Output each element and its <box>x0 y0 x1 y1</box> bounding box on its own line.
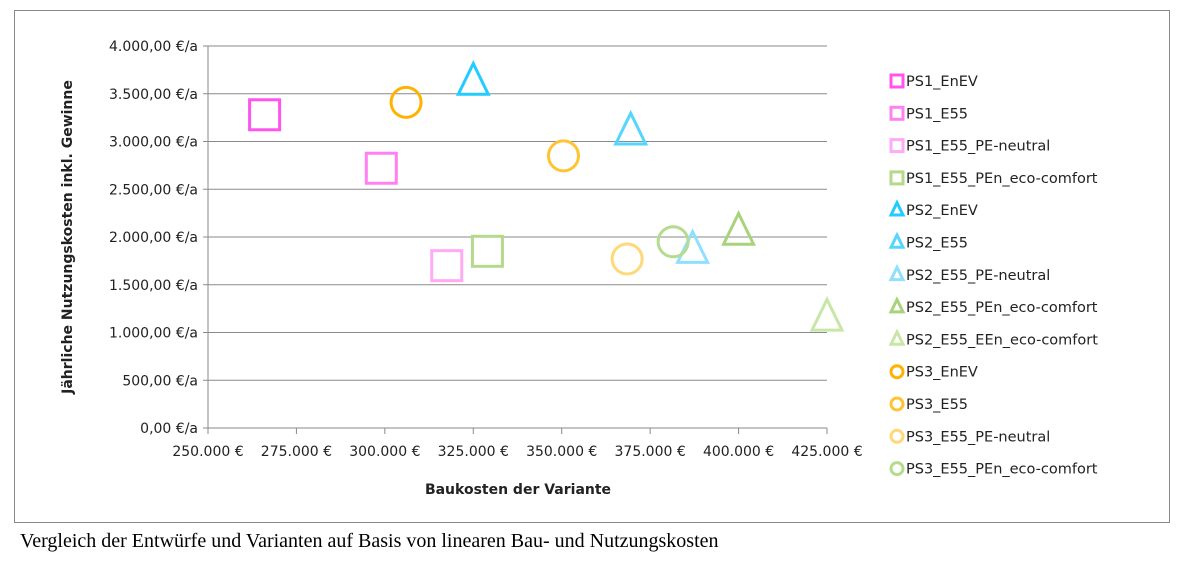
x-tick-label: 300.000 € <box>349 444 420 460</box>
data-point-square <box>470 234 504 268</box>
legend-label: PS1_E55 <box>906 106 968 122</box>
y-tick-label: 2.000,00 €/a <box>109 230 198 246</box>
legend-label: PS2_E55_EEn_eco-comfort <box>906 332 1098 348</box>
y-tick-label: 1.500,00 €/a <box>109 278 198 294</box>
x-tick-label: 350.000 € <box>526 444 597 460</box>
legend-marker-triangle <box>888 296 906 314</box>
y-tick-label: 0,00 €/a <box>140 421 198 437</box>
legend-label: PS3_E55_PE-neutral <box>906 429 1050 445</box>
x-tick-label: 250.000 € <box>172 444 243 460</box>
y-tick-label: 2.500,00 €/a <box>109 182 198 198</box>
data-point-circle <box>389 85 423 119</box>
legend-marker-square <box>889 170 905 186</box>
y-tick-label: 3.500,00 €/a <box>109 87 198 103</box>
y-tick-label: 1.000,00 €/a <box>109 326 198 342</box>
legend-marker-circle <box>889 364 905 380</box>
legend-marker-triangle <box>888 263 906 282</box>
legend-label: PS2_EnEV <box>906 203 978 219</box>
data-point-triangle <box>613 109 649 146</box>
x-tick-label: 325.000 € <box>438 444 509 460</box>
legend-marker-square <box>889 138 905 154</box>
data-point-triangle <box>809 296 845 332</box>
data-point-circle <box>546 139 580 173</box>
data-point-triangle <box>675 228 710 264</box>
legend-label: PS1_E55_PE-neutral <box>906 139 1050 155</box>
legend-label: PS1_E55_PEn_eco-comfort <box>906 171 1098 187</box>
data-point-triangle <box>721 210 756 246</box>
chart-border <box>14 10 1170 523</box>
y-tick-label: 500,00 €/a <box>122 373 198 389</box>
legend-label: PS1_EnEV <box>906 74 978 90</box>
y-tick-label: 4.000,00 €/a <box>109 39 198 55</box>
data-point-triangle <box>455 60 491 96</box>
legend-label: PS2_E55_PEn_eco-comfort <box>906 300 1098 316</box>
y-tick-label: 3.000,00 €/a <box>109 135 198 151</box>
x-tick-label: 425.000 € <box>791 444 862 460</box>
data-point-square <box>248 98 282 132</box>
legend-marker-circle <box>889 396 905 412</box>
x-tick-label: 275.000 € <box>261 444 332 460</box>
data-point-circle <box>656 225 690 259</box>
legend-label: PS2_E55 <box>906 236 968 252</box>
legend-label: PS3_EnEV <box>906 365 978 381</box>
legend-marker-square <box>889 73 905 89</box>
legend-marker-circle <box>889 428 905 444</box>
data-point-square <box>364 151 398 185</box>
figure-caption: Vergleich der Entwürfe und Varianten auf… <box>20 530 719 552</box>
legend-marker-square <box>889 105 905 121</box>
data-point-square <box>430 249 464 283</box>
legend-marker-triangle <box>888 328 906 346</box>
data-point-circle <box>610 242 644 276</box>
legend-marker-triangle <box>888 231 906 249</box>
x-tick-label: 400.000 € <box>703 444 774 460</box>
legend-label: PS3_E55 <box>906 397 968 413</box>
legend-label: PS3_E55_PEn_eco-comfort <box>906 462 1098 478</box>
legend-marker-triangle <box>888 199 906 217</box>
legend-marker-circle <box>889 461 905 477</box>
x-tick-label: 375.000 € <box>615 444 686 460</box>
x-axis-label: Baukosten der Variante <box>425 482 611 498</box>
y-axis-label: Jährliche Nutzungskosten inkl. Gewinne <box>60 80 76 395</box>
legend-label: PS2_E55_PE-neutral <box>906 268 1050 284</box>
